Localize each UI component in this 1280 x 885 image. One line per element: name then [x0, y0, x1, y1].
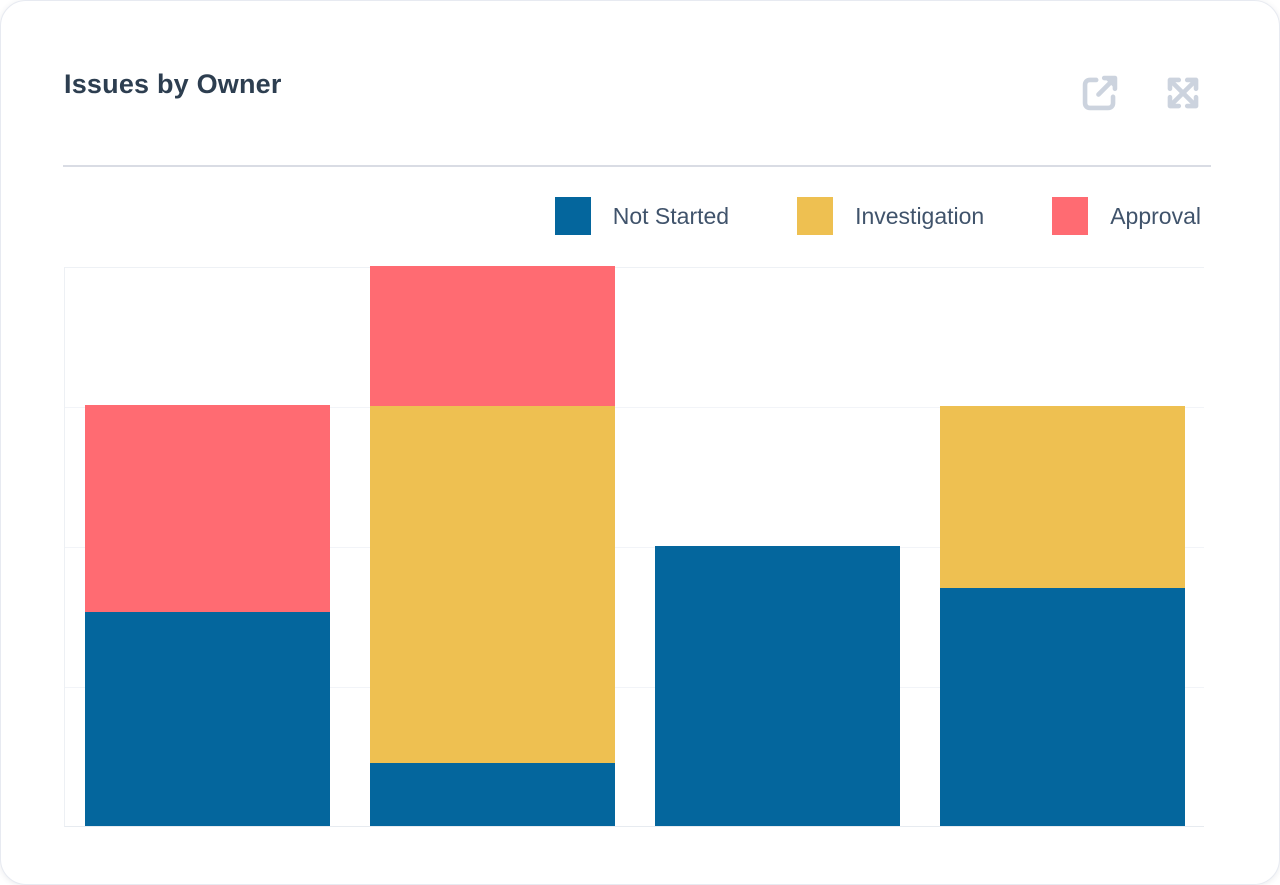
bar-segment-not-started[interactable] — [655, 546, 900, 826]
legend-label: Not Started — [612, 202, 730, 229]
bar-segment-investigation[interactable] — [370, 406, 615, 763]
header-divider — [63, 165, 1211, 167]
legend-label: Approval — [1110, 202, 1201, 229]
bar-segment-approval[interactable] — [85, 405, 330, 612]
plot-area — [64, 266, 1204, 827]
bar-segment-not-started[interactable] — [85, 612, 330, 826]
legend-swatch-not-started — [554, 197, 591, 235]
bar-2 — [370, 266, 615, 826]
external-link-icon — [1077, 70, 1123, 119]
legend-label: Investigation — [855, 202, 985, 229]
legend-item-investigation[interactable]: Investigation — [797, 197, 984, 235]
bar-segment-not-started[interactable] — [370, 763, 615, 826]
open-report-button[interactable] — [1077, 71, 1123, 117]
page-title: Issues by Owner — [64, 69, 282, 99]
bar-segment-not-started[interactable] — [940, 588, 1185, 826]
legend-swatch-investigation — [797, 197, 834, 235]
gridline — [65, 267, 1204, 268]
legend-item-not-started[interactable]: Not Started — [554, 197, 730, 235]
bar-1 — [85, 267, 330, 826]
legend-item-approval[interactable]: Approval — [1052, 197, 1201, 235]
header-actions — [1077, 71, 1206, 117]
bar-segment-approval[interactable] — [370, 266, 615, 406]
gridline — [65, 547, 1204, 548]
gridline — [65, 407, 1204, 408]
expand-icon — [1160, 70, 1206, 119]
bar-3 — [655, 267, 900, 826]
gridline — [65, 687, 1204, 688]
expand-report-button[interactable] — [1160, 71, 1206, 117]
bar-4 — [940, 267, 1185, 826]
legend-swatch-approval — [1052, 197, 1089, 235]
bar-segment-investigation[interactable] — [940, 406, 1185, 588]
chart-legend: Not Started Investigation Approval — [554, 196, 1201, 236]
